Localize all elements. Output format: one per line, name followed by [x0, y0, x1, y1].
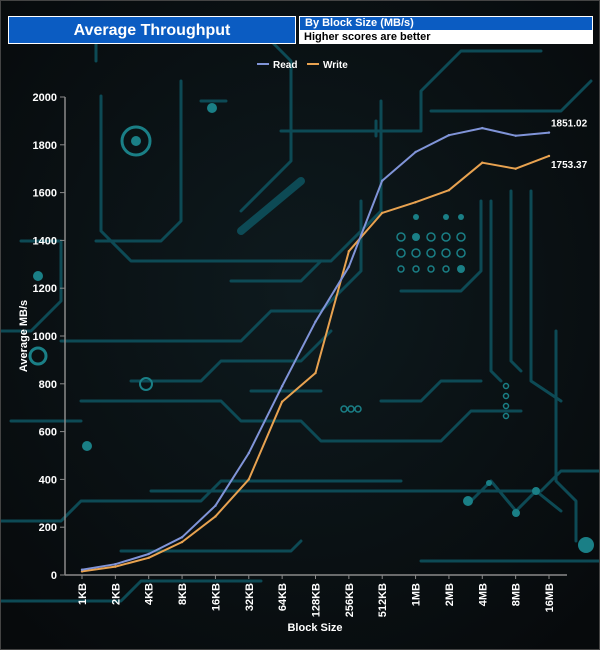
data-point-write	[381, 211, 384, 215]
data-point-write	[414, 200, 417, 204]
y-tick-label: 0	[51, 570, 57, 582]
legend-label-read: Read	[273, 60, 297, 71]
data-point-write	[347, 249, 351, 253]
x-tick-label: 8MB	[511, 583, 523, 606]
x-tick-label: 16MB	[544, 583, 556, 612]
y-tick-label: 400	[39, 474, 57, 486]
data-point-write	[314, 371, 317, 375]
data-point-read	[280, 384, 284, 388]
data-point-write	[147, 556, 150, 559]
data-point-write	[80, 570, 84, 573]
data-point-write	[481, 161, 484, 164]
x-axis-title: Block Size	[287, 622, 342, 634]
y-tick-label: 1800	[33, 140, 57, 152]
y-axis-title: Average MB/s	[18, 300, 30, 372]
data-point-write	[514, 167, 517, 170]
x-tick-label: 512KB	[377, 583, 389, 617]
data-point-write	[547, 154, 551, 158]
x-tick-label: 1MB	[411, 583, 423, 606]
x-tick-label: 16KB	[210, 583, 222, 611]
x-tick-label: 4MB	[477, 583, 489, 606]
y-tick-label: 1200	[33, 283, 57, 295]
data-point-write	[280, 400, 284, 403]
data-point-read	[347, 265, 351, 268]
data-point-read	[80, 568, 84, 571]
end-label-write: 1753.37	[551, 160, 588, 171]
end-label-read: 1851.02	[551, 119, 588, 130]
x-tick-label: 256KB	[344, 583, 356, 617]
data-point-write	[247, 478, 250, 481]
data-point-read	[514, 134, 517, 137]
data-point-write	[214, 515, 217, 518]
data-point-read	[414, 150, 417, 154]
chart-title: Average Throughput	[8, 16, 296, 44]
data-point-read	[114, 563, 117, 566]
data-point-read	[247, 451, 250, 455]
y-tick-label: 800	[39, 379, 57, 391]
data-point-write	[114, 565, 117, 568]
y-ticks: 0 200 400 600 800 1000 1200 1400 1600 1800 2000	[33, 92, 65, 582]
x-tick-label: 8KB	[177, 583, 189, 605]
data-point-read	[381, 179, 384, 182]
data-point-read	[214, 504, 217, 507]
circuit-dot-decoration	[28, 103, 594, 553]
y-tick-label: 1000	[33, 331, 57, 343]
y-tick-label: 200	[39, 522, 57, 534]
x-tick-label: 4KB	[144, 583, 156, 605]
data-point-read	[180, 536, 184, 539]
legend: Read Write	[257, 60, 348, 71]
y-tick-label: 1400	[33, 235, 57, 247]
x-tick-label: 2KB	[110, 583, 122, 605]
data-point-read	[147, 552, 150, 556]
legend-label-write: Write	[323, 60, 348, 71]
x-tick-label: 2MB	[444, 583, 456, 606]
data-point-read	[547, 131, 551, 134]
series-layer	[80, 126, 551, 573]
x-tick-label: 64KB	[277, 583, 289, 611]
data-point-write	[447, 189, 451, 192]
circuit-board-decoration	[1, 19, 599, 603]
x-ticks: 1KB 2KB 4KB 8KB 16KB 32KB 64KB 128KB 256KB 512KB 1…	[77, 575, 556, 617]
y-tick-label: 2000	[33, 92, 57, 104]
data-point-write	[180, 540, 184, 544]
y-tick-label: 600	[39, 427, 57, 439]
chart-subtitle: By Block Size (MB/s)	[299, 16, 593, 31]
data-point-read	[314, 320, 317, 323]
x-tick-label: 1KB	[77, 583, 89, 605]
data-labels: 1851.02 1753.37	[551, 119, 588, 171]
y-tick-label: 1600	[33, 188, 57, 200]
chart-note: Higher scores are better	[299, 30, 593, 44]
x-tick-label: 32KB	[244, 583, 256, 611]
data-point-read	[447, 134, 451, 137]
data-point-read	[481, 126, 484, 130]
x-tick-label: 128KB	[311, 583, 323, 617]
